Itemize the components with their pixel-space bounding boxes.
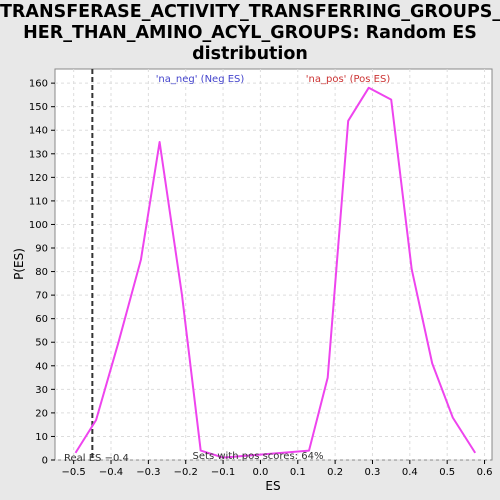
x-tick-label: 0.4 bbox=[402, 467, 418, 478]
x-tick-label: 0.3 bbox=[365, 467, 381, 478]
y-tick-label: 100 bbox=[29, 220, 48, 231]
axis-ticks: 0 10 20 30 40 50 60 70 80 90 100 110 120 130 140 150 160… bbox=[29, 79, 493, 478]
x-axis-label: ES bbox=[265, 479, 280, 493]
x-tick-label: 0.5 bbox=[439, 467, 455, 478]
legend-neg: 'na_neg' (Neg ES) bbox=[156, 74, 245, 85]
y-tick-label: 130 bbox=[29, 149, 48, 160]
y-tick-label: 90 bbox=[35, 244, 48, 255]
chart-title-line-3: distribution bbox=[192, 44, 308, 64]
y-tick-label: 110 bbox=[29, 196, 48, 207]
y-tick-label: 40 bbox=[35, 361, 48, 372]
chart-title-line-2: HER_THAN_AMINO_ACYL_GROUPS: Random ES bbox=[23, 23, 477, 43]
x-tick-label: 0.6 bbox=[477, 467, 493, 478]
y-tick-label: 60 bbox=[35, 314, 48, 325]
y-tick-label: 80 bbox=[35, 267, 48, 278]
real-es-label: Real ES −0.4 bbox=[64, 453, 129, 464]
y-tick-label: 50 bbox=[35, 338, 48, 349]
grid bbox=[55, 69, 492, 461]
legend-pos: 'na_pos' (Pos ES) bbox=[306, 74, 391, 85]
y-tick-label: 0 bbox=[42, 456, 48, 467]
x-tick-label: −0.4 bbox=[99, 467, 123, 478]
y-tick-label: 150 bbox=[29, 102, 48, 113]
y-tick-label: 20 bbox=[35, 408, 48, 419]
y-tick-label: 30 bbox=[35, 385, 48, 396]
x-tick-label: −0.3 bbox=[136, 467, 160, 478]
x-tick-label: −0.5 bbox=[62, 467, 86, 478]
y-tick-label: 160 bbox=[29, 79, 48, 90]
pos-scores-label: Sets with pos scores: 64% bbox=[193, 451, 324, 462]
chart-title-line-1: TRANSFERASE_ACTIVITY_TRANSFERRING_GROUPS… bbox=[0, 2, 500, 22]
es-distribution-line bbox=[74, 86, 477, 459]
y-tick-label: 140 bbox=[29, 126, 48, 137]
y-tick-label: 70 bbox=[35, 291, 48, 302]
x-tick-label: −0.2 bbox=[174, 467, 198, 478]
x-tick-label: 0.2 bbox=[327, 467, 343, 478]
chart-title: TRANSFERASE_ACTIVITY_TRANSFERRING_GROUPS… bbox=[0, 2, 500, 65]
y-tick-label: 120 bbox=[29, 173, 48, 184]
y-tick-label: 10 bbox=[35, 432, 48, 443]
x-tick-label: −0.1 bbox=[211, 467, 235, 478]
x-tick-label: 0.1 bbox=[290, 467, 306, 478]
x-tick-label: 0.0 bbox=[252, 467, 268, 478]
chart-marks bbox=[74, 69, 477, 460]
y-axis-label: P(ES) bbox=[12, 248, 26, 280]
plot-area bbox=[54, 68, 493, 461]
